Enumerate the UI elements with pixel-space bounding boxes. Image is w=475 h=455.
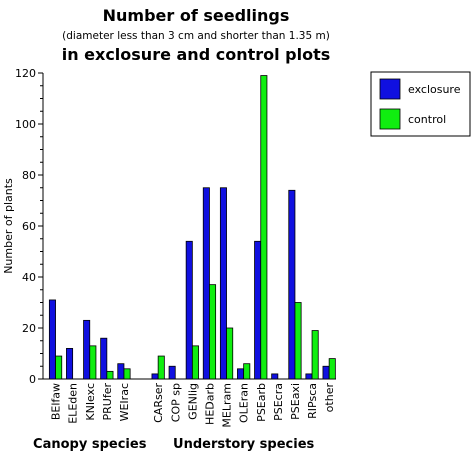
bar-control-BElfaw xyxy=(55,355,63,380)
x-category-label: PSEarb xyxy=(255,383,268,422)
x-category-label: PRUfer xyxy=(101,383,114,421)
group-label: Canopy species xyxy=(33,437,147,452)
bar-exclosure-MELram xyxy=(219,187,227,380)
x-category-label: ELEden xyxy=(67,383,80,424)
x-category-label: PSEaxi xyxy=(289,383,302,420)
chart-title-line3: in exclosure and control plots xyxy=(62,45,331,64)
group-label: Understory species xyxy=(173,437,314,452)
bar-control-MELram xyxy=(226,327,234,380)
y-tick-label: 120 xyxy=(15,67,36,80)
legend-swatch-exclosure xyxy=(379,78,401,100)
bar-exclosure-PSEarb xyxy=(254,240,262,380)
y-tick-label: 100 xyxy=(15,118,36,131)
x-category-label: HEDarb xyxy=(203,383,216,425)
legend-label-control: control xyxy=(408,113,446,126)
y-axis-title: Number of plants xyxy=(2,178,15,274)
bar-control-RIPsca xyxy=(311,330,319,380)
bar-exclosure-CARser xyxy=(151,373,159,380)
x-category-label: COP sp xyxy=(169,383,182,422)
legend-swatch-control xyxy=(379,108,401,130)
chart-title: Number of seedlings xyxy=(103,6,290,25)
x-category-label: WEIrac xyxy=(118,383,131,421)
bar-exclosure-PRUfer xyxy=(100,337,108,380)
legend: exclosure control xyxy=(370,71,471,137)
legend-label-exclosure: exclosure xyxy=(408,83,461,96)
bar-exclosure-RIPsca xyxy=(305,373,313,380)
bar-control-KNIexc xyxy=(89,345,97,380)
bar-control-HEDarb xyxy=(209,284,217,380)
x-category-label: RIPsca xyxy=(306,383,319,419)
bar-exclosure-OLEran xyxy=(237,368,245,380)
x-category-label: other xyxy=(323,383,336,413)
x-category-label: PSEcra xyxy=(272,383,285,421)
bar-control-OLEran xyxy=(243,363,251,380)
bar-control-PSEarb xyxy=(260,75,268,380)
bar-control-CARser xyxy=(157,355,165,380)
bar-control-PSEaxi xyxy=(294,302,302,380)
bar-control-other xyxy=(328,358,336,380)
x-category-label: MELram xyxy=(221,383,234,428)
chart-subtitle: (diameter less than 3 cm and shorter tha… xyxy=(62,30,330,42)
y-tick-label: 0 xyxy=(29,373,36,386)
bar-control-GENlig xyxy=(191,345,199,380)
y-tick-label: 80 xyxy=(22,169,36,182)
x-category-label: KNIexc xyxy=(84,383,97,421)
bar-control-WEIrac xyxy=(123,368,131,380)
bar-control-PRUfer xyxy=(106,370,114,380)
bar-exclosure-GENlig xyxy=(185,240,193,380)
bar-exclosure-PSEcra xyxy=(271,373,279,380)
x-category-label: OLEran xyxy=(238,383,251,423)
bar-exclosure-BElfaw xyxy=(48,299,56,380)
y-tick-label: 60 xyxy=(22,220,36,233)
x-category-label: BElfaw xyxy=(50,383,63,420)
bar-exclosure-other xyxy=(322,365,330,380)
bar-exclosure-WEIrac xyxy=(117,363,125,380)
x-category-label: CARser xyxy=(152,383,165,423)
y-tick-label: 20 xyxy=(22,322,36,335)
bar-exclosure-PSEaxi xyxy=(288,189,296,380)
y-tick-label: 40 xyxy=(22,271,36,284)
plot-area: 0 20 40 60 80 100 120 BElfaw ELEden KNIexc PRUfer W… xyxy=(15,67,336,452)
bar-exclosure-KNIexc xyxy=(83,319,91,380)
bar-exclosure-ELEden xyxy=(66,347,74,380)
x-category-label: GENlig xyxy=(186,383,199,420)
bar-exclosure-HEDarb xyxy=(202,187,210,380)
bar-exclosure-COP-sp xyxy=(168,365,176,380)
